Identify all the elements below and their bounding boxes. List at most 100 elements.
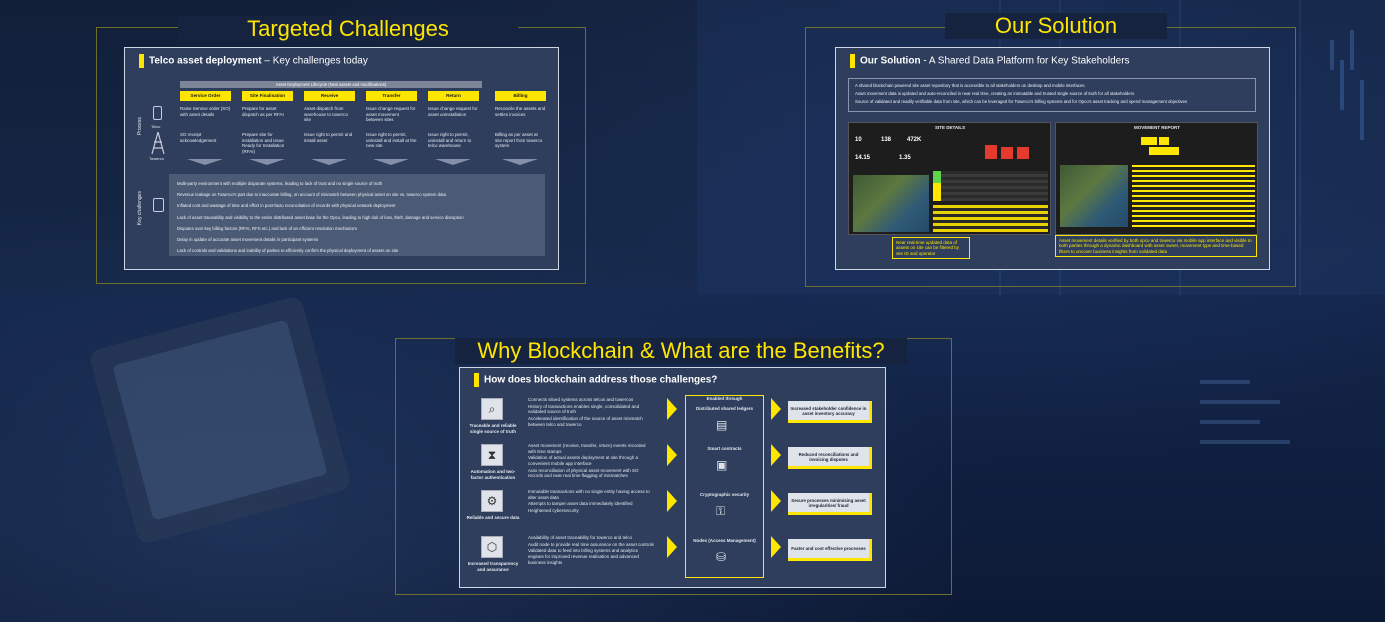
phone-icon — [153, 106, 162, 120]
tower-icon — [151, 132, 165, 154]
right-arrow-icon — [667, 398, 677, 420]
enabler-icon: ▣ — [716, 458, 728, 472]
solution-bullets: A shared blockchain powered site asset r… — [848, 78, 1256, 112]
capability-label: Increased transparency and assurance — [467, 561, 519, 572]
enabled-through-label: Enabled through — [706, 396, 743, 401]
benefit-box: Increased stakeholder confidence in asse… — [788, 401, 872, 423]
challenge-item: Disputes over key billing factors (RFAI,… — [177, 225, 357, 231]
solution-bullet: Source of validated and readily verifiab… — [855, 99, 1188, 104]
targeted-challenges-title: Targeted Challenges — [178, 16, 518, 42]
movement-report-dashboard: MOVEMENT REPORT — [1055, 122, 1258, 235]
stage-service-order: Service Order — [180, 91, 231, 101]
capability-bullet: Auto reconciliation of physical asset mo… — [528, 467, 639, 479]
right-arrow-icon — [667, 444, 677, 466]
capability-bullet: Attempts to tamper asset data immediatel… — [528, 501, 633, 507]
slide-key-challenges-heading: Telco asset deployment – Key challenges … — [139, 54, 368, 68]
key-challenges-label: Key challenges — [136, 191, 143, 226]
capability-bullet: Immutable transactions with no single en… — [528, 489, 650, 500]
down-chevron-icon — [435, 159, 471, 165]
enabler-label: Cryptographic security — [699, 492, 750, 497]
towerco-step: Prepare site for installation and issue … — [242, 132, 285, 154]
enablers-box — [685, 395, 764, 578]
right-arrow-icon — [667, 536, 677, 558]
telco-step: Reconcile the assets and settles invoice… — [495, 106, 546, 117]
slide-solution-heading: Our Solution - A Shared Data Platform fo… — [850, 54, 1130, 68]
hourglass-icon: ⧗ — [481, 444, 503, 466]
telco-label: Telco — [151, 124, 161, 129]
capability-bullet: Audit node to provide real time assuranc… — [528, 541, 654, 547]
caption-site-details: Near real-time updated data of assets on… — [892, 237, 970, 260]
capability-bullets: Immutable transactions with no single en… — [528, 489, 654, 515]
benefit-box: Faster and cost effective processes — [788, 539, 872, 561]
site-table-2 — [933, 205, 1048, 232]
slide-title-bold: Our Solution — [860, 55, 921, 67]
benefit-box: Reduced reconciliations and invoicing di… — [788, 447, 872, 469]
down-chevron-icon — [311, 159, 347, 165]
capability-bullet: Connects siloed systems across telcos an… — [528, 397, 634, 402]
benefit-box: Secure processes minimising asset irregu… — [788, 493, 872, 515]
accent-bar — [474, 373, 479, 387]
solution-bullet: Asset movement data is updated and auto-… — [855, 91, 1135, 96]
our-solution-title: Our Solution — [945, 13, 1167, 39]
solution-bullet: A shared blockchain powered site asset r… — [855, 83, 1085, 88]
magnifier-icon: ⌕ — [481, 398, 503, 420]
site-stat-value: 14.15 — [855, 155, 871, 161]
challenge-item: Delay in update of accurate asset moveme… — [177, 236, 319, 242]
site-stat-value: 472K — [907, 137, 922, 143]
enabler-label: Distributed shared ledgers — [695, 406, 753, 411]
movement-bars — [1131, 135, 1191, 157]
movement-table — [1132, 165, 1255, 227]
telco-step: Asset dispatch from warehouse to towerco… — [304, 106, 349, 123]
accent-bar — [850, 54, 855, 68]
telco-step: Prepare for asset dispatch as per RFAI — [242, 106, 284, 117]
site-details-title: SITE DETAILS — [935, 125, 966, 130]
checklist-icon — [153, 198, 164, 212]
telco-step: Issue change request for asset uninstall… — [428, 106, 478, 117]
right-arrow-icon — [771, 490, 781, 512]
right-arrow-icon — [771, 398, 781, 420]
down-chevron-icon — [249, 159, 285, 165]
site-table — [933, 171, 1048, 201]
down-chevron-icon — [373, 159, 409, 165]
capability-bullets: Asset movement (receive, transfer, retur… — [528, 443, 654, 480]
challenge-item: Revenue leakage on Towerco's part due to… — [177, 192, 446, 198]
down-chevron-icon — [502, 159, 538, 165]
stage-return: Return — [428, 91, 479, 101]
stage-billing: Billing — [495, 91, 546, 101]
challenge-item: Multi-party environment with multiple di… — [177, 181, 383, 186]
accent-bar — [139, 54, 144, 68]
towerco-step: Issue right to permit, uninstall and ret… — [428, 132, 472, 149]
capability-bullet: Validation of actual assets deployment a… — [528, 455, 638, 466]
stage-receive: Receive — [304, 91, 355, 101]
enabler-label: Smart contracts — [707, 446, 742, 451]
towerco-step: Billing as per asset at site report from… — [495, 132, 543, 149]
capability-bullet: Validated data to feed into billing syst… — [528, 548, 639, 565]
slide-title-sub: – Key challenges today — [261, 55, 368, 67]
site-stat-value: 1.35 — [899, 155, 911, 161]
site-stat-value: 10 — [855, 137, 862, 143]
network-icon: ⬡ — [481, 536, 503, 558]
slide-title-sub: - A Shared Data Platform for Key Stakeho… — [920, 55, 1130, 67]
capability-bullet: Availability of asset traceability for t… — [528, 535, 632, 540]
right-arrow-icon — [771, 444, 781, 466]
stage-transfer: Transfer — [366, 91, 417, 101]
challenge-item: Inflated cost and wastage of time and ef… — [177, 203, 396, 209]
capability-bullet: Asset movement (receive, transfer, retur… — [528, 443, 646, 454]
lifecycle-label: Asset Deployment Lifecycle (New assets a… — [180, 81, 482, 88]
gears-icon: ⚙ — [481, 490, 503, 512]
key-challenges-box: Multi-party environment with multiple di… — [169, 174, 545, 256]
capability-label: Reliable and secure data — [466, 515, 520, 520]
enabler-label: Nodes (Access Management) — [693, 538, 756, 543]
site-bar-chart — [977, 137, 1047, 159]
telco-step: Raise Service order (SO) with asset deta… — [180, 106, 231, 117]
enabler-icon: ⛁ — [716, 550, 727, 564]
caption-movement-report: Asset movement details verified by both … — [1055, 235, 1257, 258]
towerco-label: Towerco — [149, 156, 164, 161]
challenge-item: Lack of asset traceability and visibilit… — [177, 214, 464, 220]
towerco-step: Issue right to permit, uninstall and ins… — [366, 132, 417, 149]
slide-key-challenges: Telco asset deployment – Key challenges … — [124, 47, 559, 270]
slide-our-solution: Our Solution - A Shared Data Platform fo… — [835, 47, 1270, 270]
site-stat-value: 138 — [881, 137, 892, 143]
slide-title: How does blockchain address those challe… — [484, 374, 718, 386]
movement-map — [1060, 165, 1128, 227]
